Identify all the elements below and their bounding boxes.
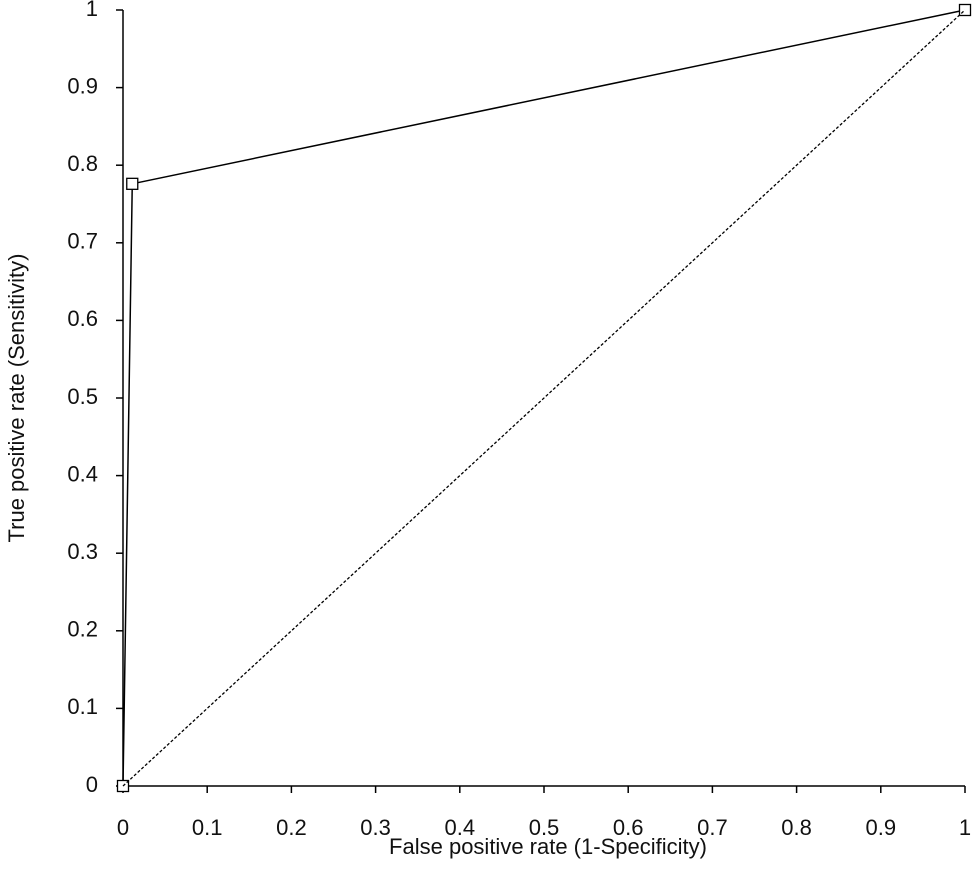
y-tick-label: 0.1 xyxy=(67,694,98,719)
point-marker xyxy=(958,3,972,17)
x-tick-label: 0.4 xyxy=(445,815,476,840)
y-tick-label: 0.3 xyxy=(67,539,98,564)
y-tick-label: 0.9 xyxy=(67,73,98,98)
y-tick-label: 0.6 xyxy=(67,306,98,331)
y-tick-label: 0.8 xyxy=(67,151,98,176)
x-tick-label: 0.3 xyxy=(360,815,391,840)
y-tick-label: 0 xyxy=(86,772,98,797)
x-tick-label: 0.6 xyxy=(613,815,644,840)
y-tick-label: 0.4 xyxy=(67,461,98,486)
y-tick-label: 0.2 xyxy=(67,617,98,642)
x-tick-label: 0 xyxy=(117,815,129,840)
x-axis-label: False positive rate (1-Specificity) xyxy=(389,834,707,859)
point-marker xyxy=(126,177,139,190)
x-tick-label: 0.9 xyxy=(866,815,897,840)
x-tick-label: 0.5 xyxy=(529,815,560,840)
series-line xyxy=(122,9,966,787)
x-tick-label: 0.7 xyxy=(697,815,728,840)
y-tick-label: 1 xyxy=(86,0,98,21)
x-tick-label: 1 xyxy=(959,815,971,840)
y-tick-label: 0.7 xyxy=(67,229,98,254)
x-tick-label: 0.1 xyxy=(192,815,223,840)
y-axis-label: True positive rate (Sensitivity) xyxy=(4,254,29,543)
y-tick-label: 0.5 xyxy=(67,384,98,409)
x-tick-label: 0.2 xyxy=(276,815,307,840)
x-tick-label: 0.8 xyxy=(781,815,812,840)
